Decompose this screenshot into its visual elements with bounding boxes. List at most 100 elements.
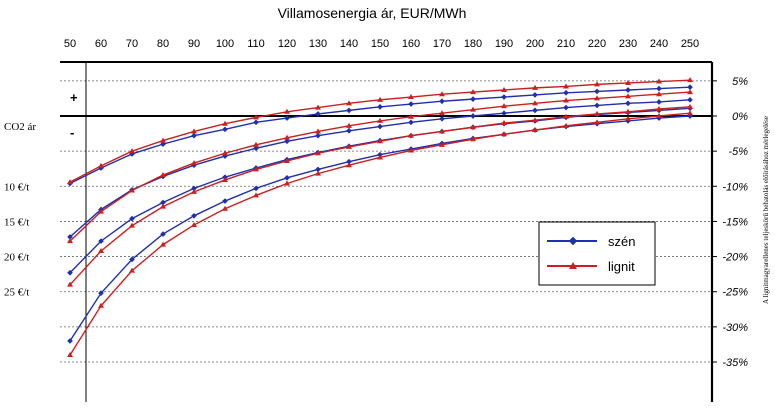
right-tick-label-0: 0% [732, 111, 748, 123]
point-0-15 [532, 92, 538, 98]
left-label-2: 15 €/t [4, 216, 29, 228]
point-6-3 [160, 231, 166, 237]
point-6-8 [315, 166, 321, 173]
plot-frame [60, 61, 714, 402]
point-1-6 [253, 114, 259, 120]
point-0-4 [191, 132, 197, 139]
point-7-12 [439, 141, 445, 147]
point-1-13 [470, 89, 476, 95]
point-5-7 [284, 157, 290, 163]
point-5-3 [160, 203, 166, 209]
right-tick-label--30: -30% [722, 322, 748, 334]
point-0-19 [656, 85, 662, 92]
point-6-6 [253, 185, 259, 192]
point-5-17 [594, 110, 600, 116]
point-1-14 [501, 86, 507, 92]
point-5-12 [439, 128, 445, 134]
point-5-10 [377, 138, 383, 144]
point-0-8 [315, 111, 321, 117]
point-2-17 [594, 102, 600, 109]
point-1-0 [67, 179, 73, 185]
point-0-3 [160, 141, 166, 147]
point-0-5 [222, 126, 228, 133]
series-lines [67, 77, 693, 357]
point-2-9 [346, 127, 352, 134]
point-6-5 [222, 198, 228, 204]
legend: szén lignit [538, 221, 656, 286]
point-1-18 [625, 79, 631, 85]
x-tick-label-120: 120 [278, 38, 296, 50]
left-label-3: 20 €/t [4, 252, 29, 264]
x-tick-label-110: 110 [247, 38, 265, 50]
point-4-1 [98, 238, 104, 244]
point-0-14 [501, 94, 507, 100]
point-6-1 [98, 290, 104, 296]
point-0-7 [284, 115, 290, 121]
x-tick-label-50: 50 [64, 38, 76, 50]
point-5-13 [470, 124, 476, 130]
point-2-18 [625, 100, 631, 107]
right-tick-label--25: -25% [722, 287, 748, 299]
right-axis-label: A lignitmagyarellenes teljeskörű behatol… [762, 116, 770, 304]
right-tick-label-5: 5% [732, 76, 748, 88]
point-3-19 [656, 91, 662, 97]
point-1-3 [160, 137, 166, 143]
point-6-2 [129, 256, 135, 263]
point-2-20 [687, 97, 693, 103]
point-1-2 [129, 148, 135, 154]
legend-box [538, 221, 656, 286]
point-0-13 [470, 96, 476, 102]
point-0-20 [687, 84, 693, 91]
x-tick-label-170: 170 [433, 38, 451, 50]
point-1-10 [377, 96, 383, 102]
point-1-20 [687, 77, 693, 83]
point-1-8 [315, 104, 321, 110]
x-tick-label-250: 250 [681, 38, 699, 50]
point-7-17 [594, 119, 600, 125]
x-tick-label-60: 60 [95, 38, 107, 50]
point-0-12 [439, 98, 445, 105]
minus-sign-label: - [70, 125, 74, 140]
point-5-2 [129, 222, 135, 228]
point-2-11 [408, 119, 414, 126]
point-5-6 [253, 166, 259, 172]
x-tick-label-220: 220 [588, 38, 606, 50]
right-tick-label--10: -10% [722, 181, 748, 193]
point-0-10 [377, 104, 383, 110]
x-tick-label-70: 70 [126, 38, 138, 50]
point-5-0 [67, 281, 73, 287]
point-3-3 [160, 172, 166, 178]
x-tick-label-130: 130 [309, 38, 327, 50]
point-3-0 [67, 238, 73, 244]
point-5-14 [501, 120, 507, 126]
point-7-4 [191, 221, 197, 227]
left-axis-labels: CO2 ár 10 €/t 15 €/t 20 €/t 25 €/t [4, 121, 36, 299]
legend-marker-1 [569, 262, 577, 269]
left-label-1: 10 €/t [4, 181, 29, 193]
point-2-0 [67, 234, 73, 240]
x-tick-label-90: 90 [188, 38, 200, 50]
point-7-8 [315, 170, 321, 176]
x-tick-label-210: 210 [557, 38, 575, 50]
point-5-20 [687, 103, 693, 109]
x-axis-ticks: 50 60 70 80 90 100 110 120 130 140 150 160 170 180 190… [64, 38, 699, 50]
point-3-17 [594, 95, 600, 101]
left-label-0: CO2 ár [4, 121, 36, 133]
point-7-7 [284, 180, 290, 186]
point-3-11 [408, 113, 414, 119]
point-3-10 [377, 117, 383, 123]
point-2-15 [532, 107, 538, 114]
point-6-7 [284, 175, 290, 181]
point-7-11 [408, 147, 414, 153]
point-1-9 [346, 100, 352, 106]
x-tick-label-100: 100 [216, 38, 234, 50]
point-6-0 [67, 338, 73, 344]
point-1-16 [563, 83, 569, 89]
point-2-16 [563, 104, 569, 111]
point-4-0 [67, 269, 73, 276]
point-0-11 [408, 101, 414, 107]
point-2-10 [377, 123, 383, 130]
x-tick-label-180: 180 [464, 38, 482, 50]
point-5-15 [532, 117, 538, 123]
legend-label-0: szén [608, 234, 635, 249]
